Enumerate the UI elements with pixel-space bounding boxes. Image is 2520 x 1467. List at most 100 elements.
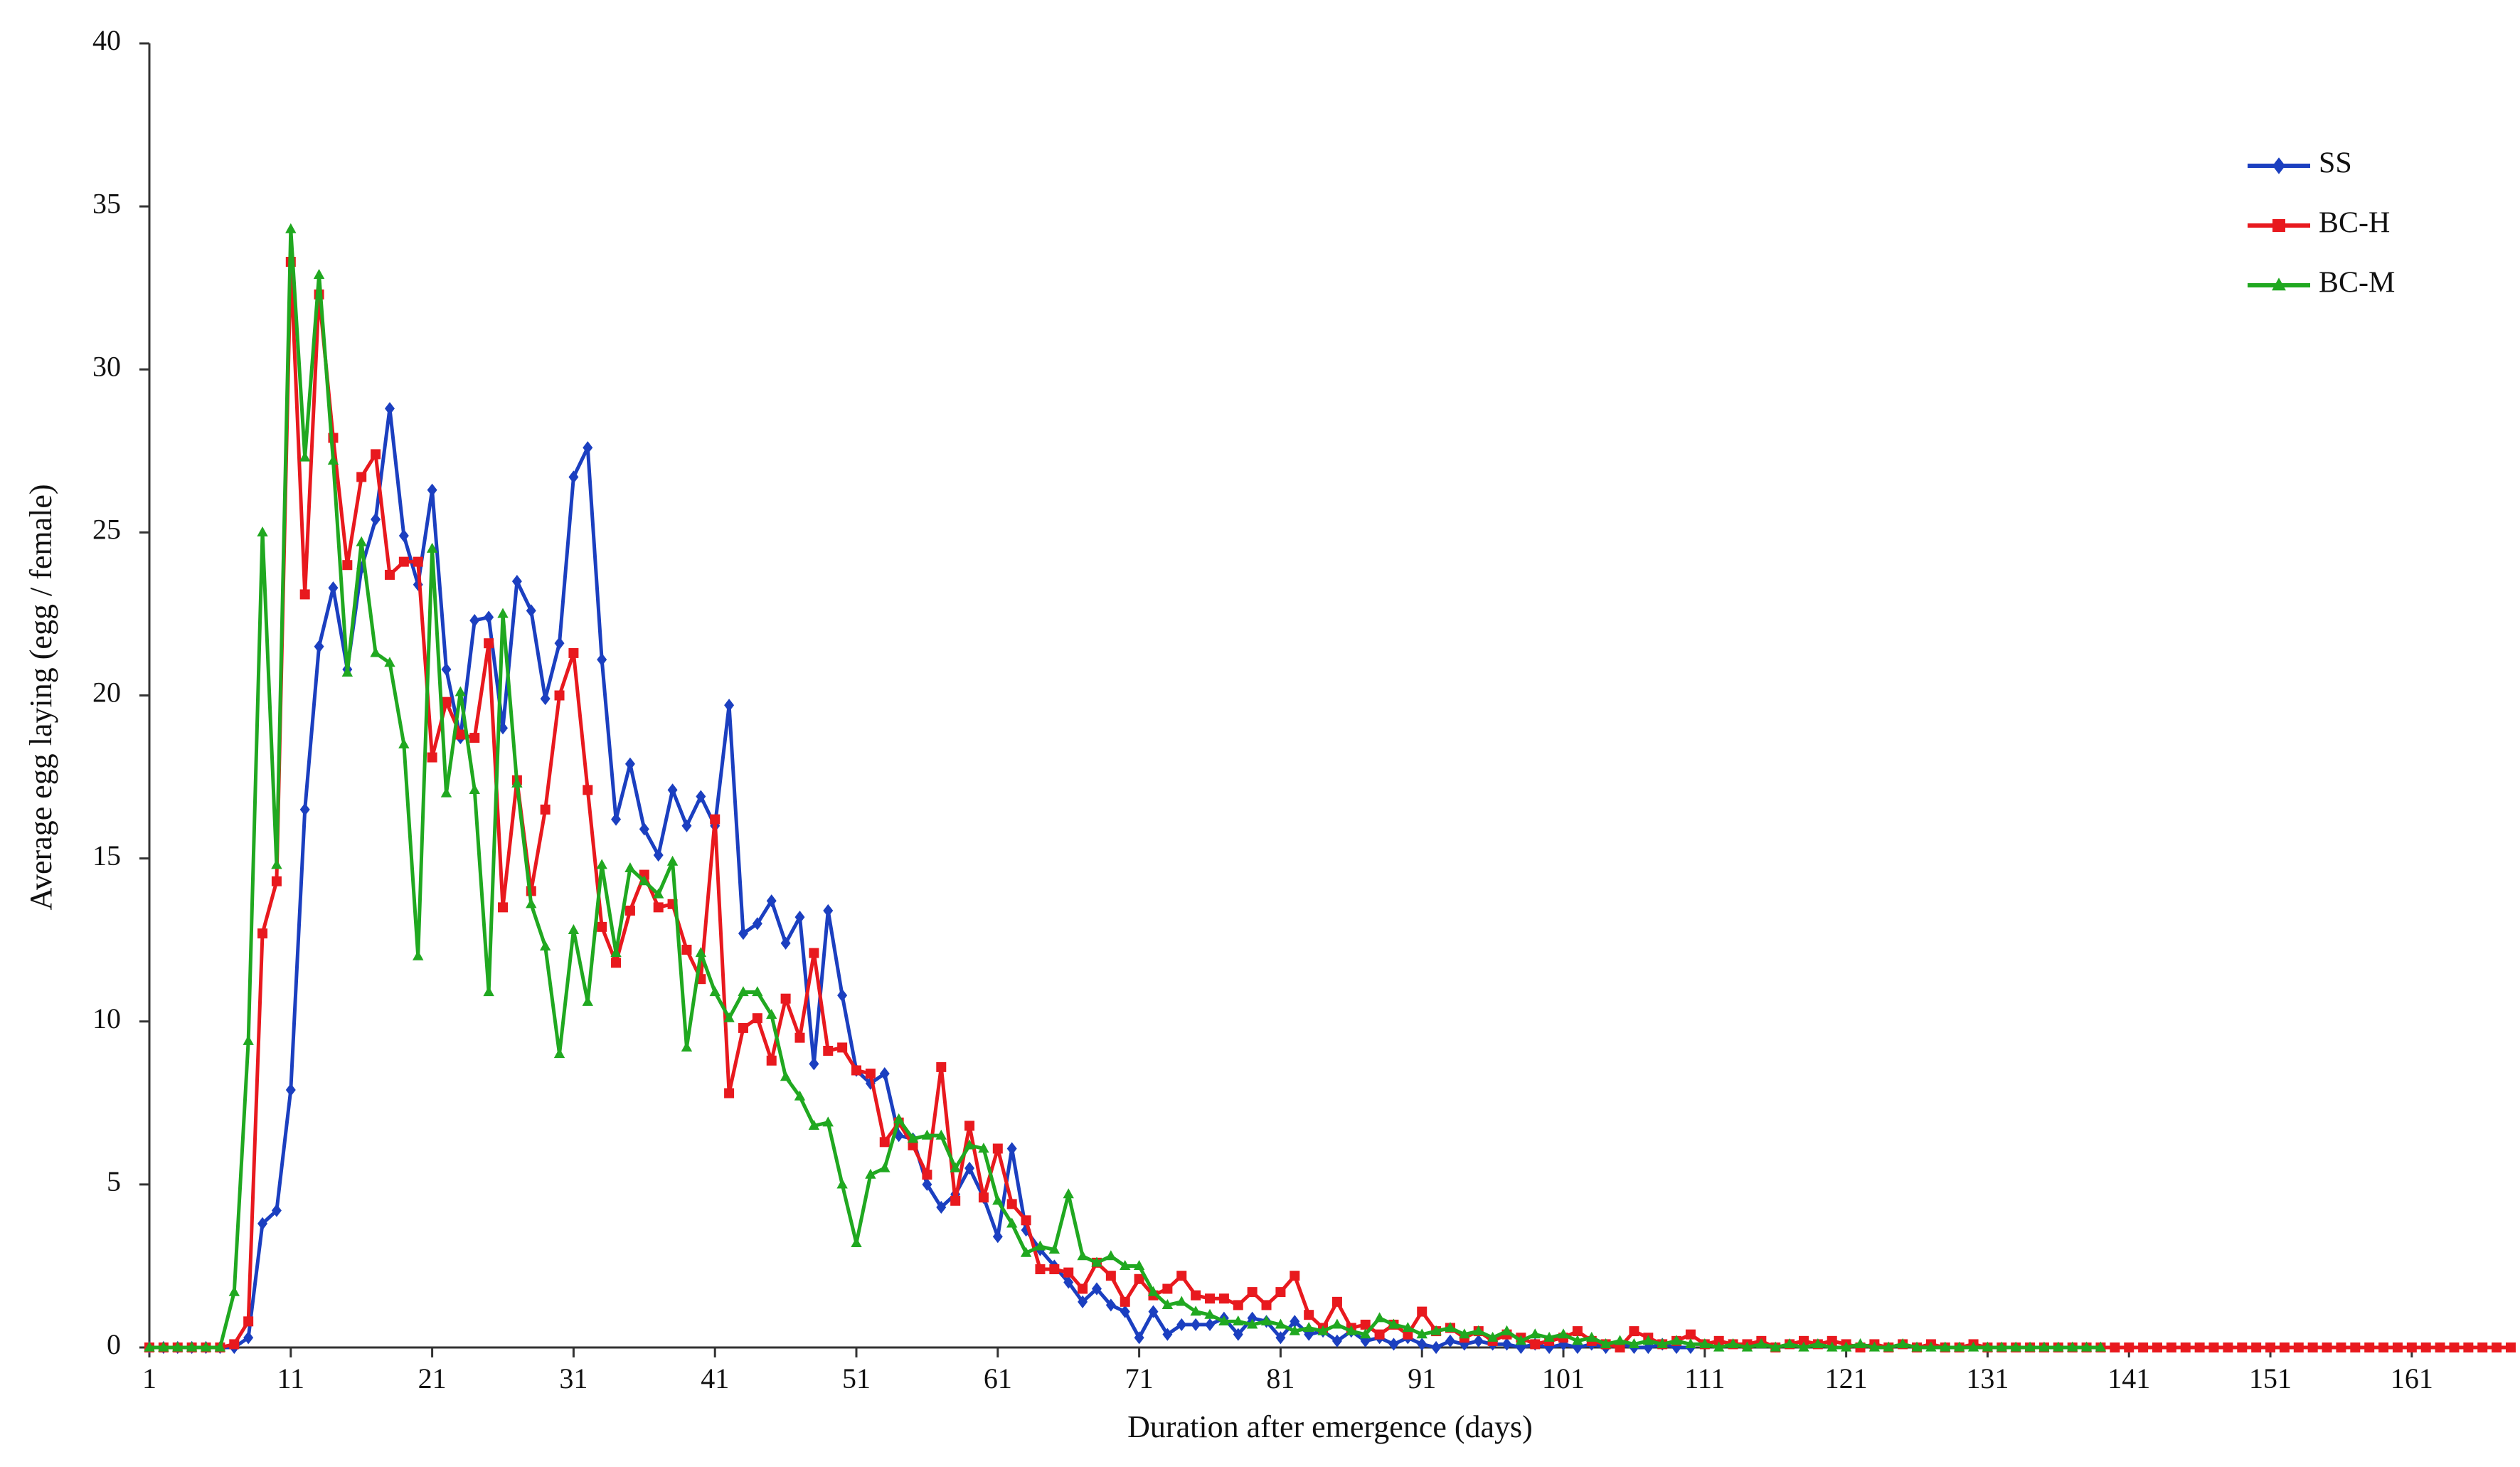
x-tick-label: 1 — [142, 1362, 156, 1394]
marker — [766, 1055, 777, 1066]
marker — [1021, 1215, 1031, 1226]
marker — [1685, 1329, 1696, 1340]
marker — [497, 608, 509, 618]
marker — [936, 1061, 947, 1072]
x-tick-label: 41 — [701, 1362, 729, 1394]
marker — [285, 1083, 296, 1097]
marker — [1403, 1329, 1413, 1340]
marker — [752, 986, 763, 997]
marker — [836, 1178, 848, 1189]
marker — [936, 1200, 947, 1214]
marker — [1161, 1299, 1174, 1310]
marker — [710, 814, 721, 825]
marker — [1289, 1325, 1300, 1335]
marker — [1501, 1338, 1512, 1351]
marker — [1205, 1293, 1216, 1304]
y-tick-label: 5 — [107, 1165, 121, 1197]
marker — [1176, 1271, 1187, 1281]
marker — [1615, 1342, 1625, 1352]
marker — [1105, 1271, 1116, 1281]
marker — [2364, 1342, 2375, 1352]
x-tick-label: 111 — [1684, 1362, 1725, 1394]
marker — [851, 1065, 862, 1076]
marker — [822, 1116, 834, 1127]
marker — [1445, 1334, 1455, 1347]
marker — [1840, 1341, 1852, 1352]
marker — [413, 950, 424, 960]
marker — [1713, 1341, 1725, 1352]
marker — [172, 1341, 184, 1352]
marker — [2067, 1341, 2078, 1352]
marker — [511, 777, 523, 788]
marker — [780, 993, 791, 1004]
marker — [568, 647, 579, 658]
marker — [652, 888, 664, 899]
marker — [1883, 1341, 1894, 1352]
marker — [2477, 1342, 2488, 1352]
marker — [469, 783, 480, 794]
marker — [978, 1192, 989, 1203]
marker — [2492, 1342, 2502, 1352]
marker — [639, 822, 649, 836]
marker — [214, 1341, 226, 1352]
marker — [1190, 1306, 1201, 1316]
marker — [1148, 1305, 1159, 1318]
marker — [228, 1286, 240, 1296]
marker — [2010, 1341, 2021, 1352]
marker — [780, 936, 791, 950]
marker — [1812, 1338, 1824, 1349]
marker — [356, 536, 367, 546]
marker — [441, 662, 452, 676]
marker — [341, 667, 353, 677]
marker — [1260, 1315, 1272, 1325]
marker — [257, 526, 268, 536]
marker — [484, 638, 494, 649]
marker — [469, 733, 480, 743]
marker — [1543, 1331, 1555, 1342]
legend-marker — [2272, 157, 2285, 174]
marker — [454, 686, 467, 697]
x-tick-label: 81 — [1266, 1362, 1294, 1394]
marker — [2223, 1342, 2233, 1352]
marker — [1643, 1340, 1654, 1355]
marker — [1261, 1300, 1272, 1310]
marker — [695, 947, 707, 958]
marker — [907, 1133, 919, 1143]
marker — [879, 1162, 890, 1172]
x-tick-label: 91 — [1408, 1362, 1436, 1394]
marker — [964, 1161, 975, 1175]
marker — [1897, 1338, 1908, 1349]
marker — [1034, 1240, 1046, 1251]
marker — [1967, 1341, 1979, 1352]
marker — [681, 819, 692, 832]
marker — [1657, 1338, 1668, 1349]
marker — [1120, 1296, 1130, 1307]
marker — [582, 995, 593, 1006]
marker — [2080, 1341, 2093, 1352]
marker — [1006, 1217, 1018, 1228]
marker — [540, 804, 551, 815]
marker — [738, 926, 748, 941]
marker — [1346, 1325, 1357, 1335]
marker — [1191, 1290, 1201, 1301]
marker — [696, 790, 706, 803]
marker — [568, 924, 580, 935]
marker — [1982, 1341, 1994, 1352]
marker — [1572, 1326, 1583, 1337]
marker — [1331, 1334, 1342, 1347]
marker — [2307, 1342, 2318, 1352]
marker — [1091, 1282, 1102, 1296]
marker — [2152, 1342, 2162, 1352]
marker — [1077, 1250, 1088, 1261]
marker — [1586, 1331, 1597, 1342]
legend-marker — [2272, 219, 2285, 232]
marker — [1402, 1322, 1414, 1333]
x-tick-label: 61 — [984, 1362, 1012, 1394]
marker — [271, 1204, 282, 1217]
marker — [1218, 1315, 1230, 1325]
marker — [624, 905, 635, 916]
series-line — [149, 406, 1691, 1350]
marker — [200, 1341, 212, 1352]
y-axis-title: Average egg laying (egg / female) — [23, 484, 58, 910]
x-tick-label: 11 — [277, 1362, 305, 1394]
